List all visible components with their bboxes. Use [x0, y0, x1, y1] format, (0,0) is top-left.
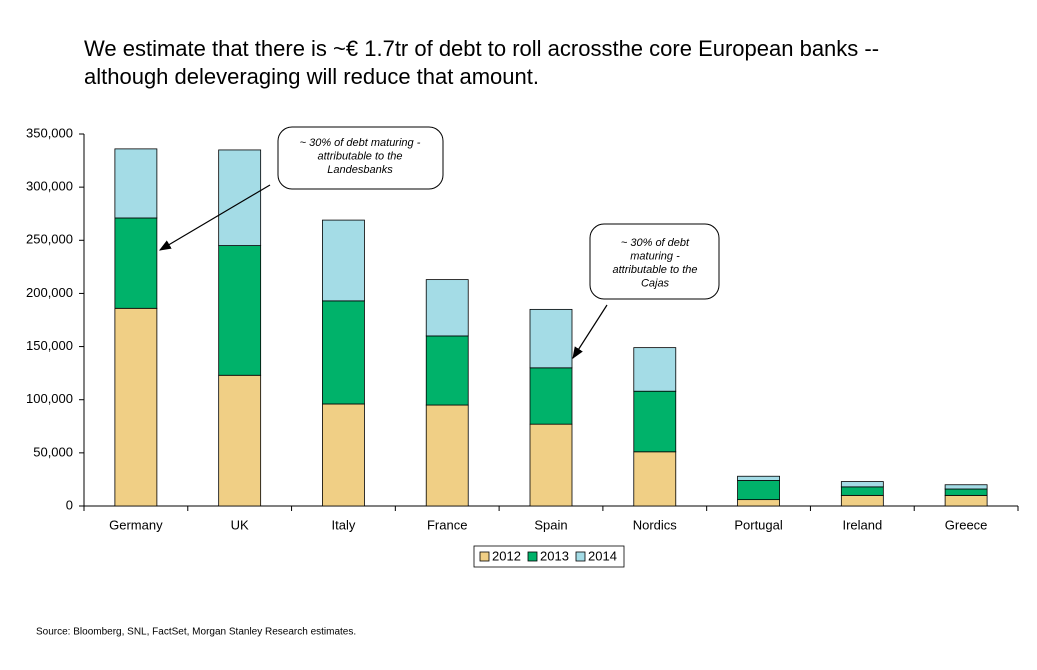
bar-segment	[529, 423, 573, 507]
legend-swatch	[479, 551, 490, 562]
bar-segment	[944, 488, 988, 496]
callout-text: ~ 30% of debt maturing -	[300, 137, 421, 149]
x-tick-label: Italy	[332, 517, 356, 532]
x-tick-label: Nordics	[633, 517, 678, 532]
callout-text: Cajas	[641, 277, 670, 289]
callout-text: attributable to the	[612, 264, 697, 276]
chart-title: We estimate that there is ~€ 1.7tr of de…	[84, 36, 879, 61]
y-tick-label: 0	[66, 497, 73, 512]
bar-segment	[425, 279, 469, 337]
legend-swatch	[527, 551, 538, 562]
bar-segment	[322, 403, 365, 507]
bar-segment	[633, 451, 677, 507]
bar-segment	[114, 217, 158, 309]
bar-segment	[737, 480, 780, 501]
legend-label: 2013	[540, 548, 569, 563]
bar-segment	[944, 484, 988, 490]
bar-segment	[218, 245, 262, 376]
x-tick-label: UK	[231, 517, 249, 532]
x-tick-label: Ireland	[842, 517, 882, 532]
bar-segment	[633, 390, 677, 453]
bar-segment	[840, 486, 884, 496]
bar-segment	[425, 404, 469, 507]
bar-segment	[114, 148, 158, 219]
legend-box	[473, 545, 625, 568]
y-tick-label: 200,000	[26, 285, 73, 300]
x-tick-label: Portugal	[734, 517, 783, 532]
callout-text: attributable to the	[317, 150, 402, 162]
chart-title: although deleveraging will reduce that a…	[84, 64, 539, 89]
legend-swatch	[575, 551, 586, 562]
bar-segment	[840, 481, 884, 488]
y-tick-label: 100,000	[26, 391, 73, 406]
bar-segment	[218, 149, 262, 246]
y-tick-label: 250,000	[26, 232, 73, 247]
bar-segment	[529, 367, 573, 425]
x-tick-label: Germany	[109, 517, 163, 532]
legend-label: 2014	[588, 548, 617, 563]
y-tick-label: 50,000	[33, 444, 73, 459]
x-tick-label: Greece	[945, 517, 988, 532]
bar-segment	[529, 308, 573, 369]
x-tick-label: Spain	[534, 517, 567, 532]
bar-segment	[737, 475, 780, 481]
callout-arrow	[572, 304, 608, 360]
callout-text: ~ 30% of debt	[621, 237, 690, 249]
callout-text: maturing -	[630, 250, 680, 262]
y-tick-label: 350,000	[26, 125, 73, 140]
x-tick-label: France	[427, 517, 467, 532]
bar-segment	[737, 499, 780, 507]
bar-segment	[218, 374, 262, 507]
y-tick-label: 300,000	[26, 179, 73, 194]
bar-segment	[944, 494, 988, 507]
bar-segment	[633, 347, 677, 392]
bar-segment	[114, 307, 158, 507]
callout-box	[277, 126, 444, 190]
bar-segment	[425, 335, 469, 406]
bar-segment	[322, 219, 365, 302]
bar-segment	[322, 300, 365, 405]
y-tick-label: 150,000	[26, 338, 73, 353]
callout-box	[589, 223, 720, 300]
legend-label: 2012	[492, 548, 521, 563]
callout-text: Landesbanks	[327, 164, 393, 176]
source: Source: Bloomberg, SNL, FactSet, Morgan …	[36, 627, 356, 638]
callout-arrow	[158, 184, 271, 251]
bar-segment	[840, 494, 884, 507]
